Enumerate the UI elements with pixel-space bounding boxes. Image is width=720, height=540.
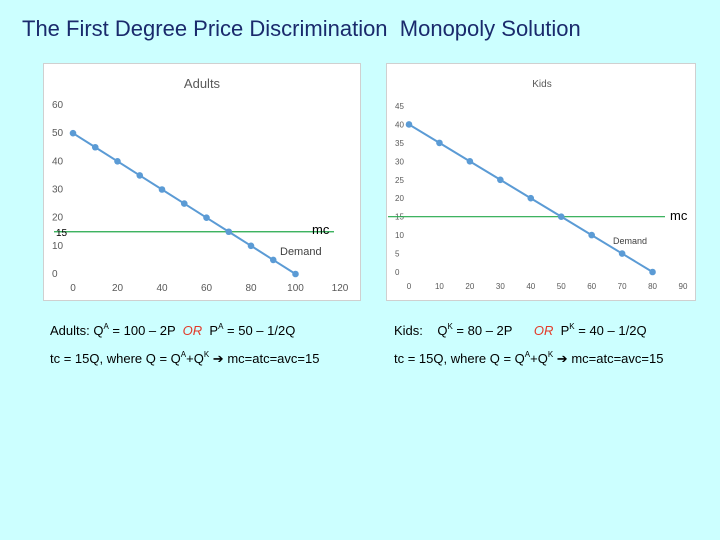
text: Kids: Q [394,323,448,338]
y-tick-label: 30 [395,157,404,166]
kids-chart: Kids 0 5 10 15 20 25 30 35 40 45 0 10 20 30 40 50 60 70 80 9… [386,63,696,301]
demand-label: Demand [280,246,322,258]
kids-demand-equation: Kids: QK = 80 – 2P OR PK = 40 – 1/2Q [394,322,647,339]
text: tc = 15Q, where Q = Q [394,351,525,366]
y-tick-label: 0 [52,269,58,280]
text: = 40 – 1/2Q [574,323,647,338]
chart-title: Adults [184,76,221,91]
demand-point [466,158,474,165]
x-tick-label: 20 [465,282,474,291]
demand-point [618,250,626,257]
x-tick-label: 30 [496,282,505,291]
y-tick-label: 45 [395,102,404,111]
x-tick-label: 20 [112,283,124,294]
demand-point [436,139,443,147]
x-tick-label: 80 [648,282,657,291]
arrow-icon: ➔ [553,351,572,366]
demand-point [649,268,656,276]
superscript: K [569,322,575,331]
text: mc=atc=avc=15 [571,351,664,366]
y-tick-label: 10 [52,241,64,252]
demand-point [588,231,595,239]
x-tick-label: 10 [435,282,444,291]
text: mc=atc=avc=15 [227,351,320,366]
superscript: A [180,350,187,359]
mc-label: mc [312,222,330,237]
demand-point [557,213,565,220]
demand-point [69,129,77,137]
y-tick-label: 30 [52,185,64,196]
adults-chart-svg: Adults 0 10 20 30 40 50 60 0 20 40 60 80 100 120 Demand… [52,76,349,294]
y-tick-label: 35 [395,139,404,148]
x-tick-label: 40 [526,282,535,291]
arrow-icon: ➔ [209,351,228,366]
demand-point [180,200,188,207]
y-tick-label: 60 [52,100,64,111]
x-tick-label: 80 [245,283,257,294]
text: +Q [186,351,204,366]
demand-point [158,186,166,193]
y-tick-label: 40 [395,120,404,129]
adults-cost-equation: tc = 15Q, where Q = QA+QK ➔ mc=atc=avc=1… [50,351,319,367]
superscript: A [103,322,109,331]
or-label: OR [182,323,203,338]
text: P [553,323,570,338]
y-tick-label: 0 [395,268,400,277]
adults-demand-equation: Adults: QA = 100 – 2P OR PA = 50 – 1/2Q [50,322,296,339]
y-tick-label: 20 [52,213,64,224]
superscript: K [203,350,210,359]
x-tick-label: 0 [70,283,76,294]
demand-point [91,143,99,151]
y-tick-label: 25 [395,176,404,185]
slide-title: The First Degree Price Discrimination Mo… [22,16,581,41]
text: Adults: Q [50,323,104,338]
y-tick-label: 10 [395,231,404,240]
x-tick-label: 40 [156,283,168,294]
mc-level-label: 15 [56,228,68,239]
superscript: K [447,322,453,331]
x-tick-label: 0 [407,282,412,291]
x-tick-label: 60 [201,283,213,294]
y-tick-label: 5 [395,250,400,259]
demand-label: Demand [613,236,647,246]
x-tick-label: 90 [679,282,688,291]
demand-point [292,270,299,278]
chart-title: Kids [532,79,551,90]
demand-point [405,121,413,128]
text: = 50 – 1/2Q [223,323,296,338]
x-tick-label: 120 [332,283,349,294]
x-tick-label: 60 [587,282,596,291]
text: = 80 – 2P [452,323,534,338]
x-tick-label: 70 [618,282,627,291]
adults-chart: Adults 0 10 20 30 40 50 60 0 20 40 60 80 100 120 Demand… [43,63,361,301]
superscript: K [547,350,554,359]
demand-point [136,172,144,179]
text: P [202,323,219,338]
demand-point [203,214,210,221]
x-tick-label: 100 [287,283,304,294]
text: +Q [530,351,548,366]
demand-point [497,176,504,184]
demand-point [247,242,255,250]
superscript: A [524,350,531,359]
y-tick-label: 50 [52,128,64,139]
text: tc = 15Q, where Q = Q [50,351,181,366]
demand-point [527,194,535,202]
y-tick-label: 40 [52,156,64,167]
superscript: A [218,322,224,331]
demand-point [225,228,233,236]
text: = 100 – 2P [108,323,183,338]
demand-point [114,158,121,165]
kids-cost-equation: tc = 15Q, where Q = QA+QK ➔ mc=atc=avc=1… [394,351,663,367]
demand-point [269,256,277,264]
or-label: OR [533,323,554,338]
y-tick-label: 20 [395,194,404,203]
x-tick-label: 50 [557,282,566,291]
mc-label: mc [670,208,688,223]
